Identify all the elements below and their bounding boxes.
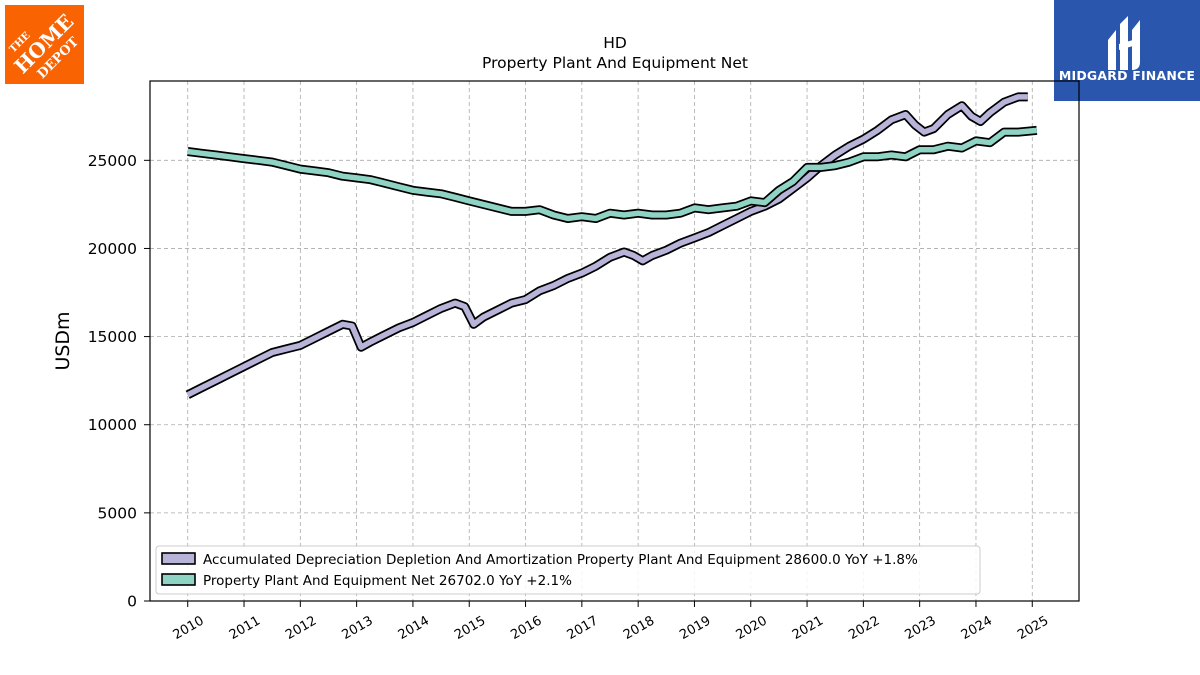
y-tick-label: 10000 (88, 416, 137, 434)
x-tick-label: 2010 (171, 613, 207, 643)
x-tick-label: 2018 (621, 613, 657, 643)
x-tick-label: 2013 (339, 613, 375, 643)
y-tick-label: 20000 (88, 240, 137, 258)
y-tick-label: 15000 (88, 328, 137, 346)
legend-swatch-ppe-net (161, 573, 196, 586)
x-tick-label: 2021 (790, 613, 826, 643)
x-tick-label: 2020 (734, 613, 770, 643)
legend-swatch-accumulated-depreciation (161, 552, 196, 565)
series-line-accumulated-depreciation-outline (185, 92, 1028, 399)
x-tick-label: 2014 (396, 613, 432, 643)
midgard-finance-name: MIDGARD FINANCE (1059, 68, 1195, 83)
plot-frame (149, 80, 1080, 602)
y-tick-label: 5000 (98, 504, 137, 522)
y-tick-label: 0 (127, 593, 137, 611)
legend: Accumulated Depreciation Depletion And A… (155, 545, 981, 595)
midgard-finance-logo: MIDGARD FINANCE (1054, 0, 1200, 101)
chart-title: HD (603, 34, 627, 52)
legend-label-accumulated-depreciation: Accumulated Depreciation Depletion And A… (203, 552, 918, 568)
legend-box (155, 545, 981, 595)
grid-lines (150, 81, 1079, 601)
y-tick-label: 25000 (88, 152, 137, 170)
x-tick-label: 2024 (959, 613, 995, 643)
x-tick-label: 2011 (227, 613, 263, 643)
y-axis-label: USDm (52, 311, 74, 370)
series-lines (185, 92, 1038, 399)
x-tick-label: 2019 (677, 613, 713, 643)
chart-subtitle: Property Plant And Equipment Net (482, 54, 748, 72)
series-line-ppe-net (187, 127, 1038, 222)
x-tick-label: 2016 (508, 613, 544, 643)
midgard-emblem-icon (1108, 16, 1140, 70)
x-tick-label: 2023 (903, 613, 939, 643)
x-tick-label: 2015 (452, 613, 488, 643)
home-depot-logo: THE HOME DEPOT (5, 5, 84, 84)
legend-label-ppe-net: Property Plant And Equipment Net 26702.0… (203, 573, 572, 589)
x-axis-ticks: 2010 2011 2012 2013 2014 2015 2016 2017 2018 2019… (171, 601, 1051, 643)
x-tick-label: 2012 (283, 613, 319, 643)
series-line-ppe-net-outline (187, 125, 1038, 223)
series-line-accumulated-depreciation (186, 94, 1028, 398)
x-tick-label: 2025 (1015, 613, 1051, 643)
x-tick-label: 2017 (565, 613, 601, 643)
x-tick-label: 2022 (846, 613, 882, 643)
y-axis-ticks: 0 5000 10000 15000 20000 25000 (88, 152, 150, 611)
